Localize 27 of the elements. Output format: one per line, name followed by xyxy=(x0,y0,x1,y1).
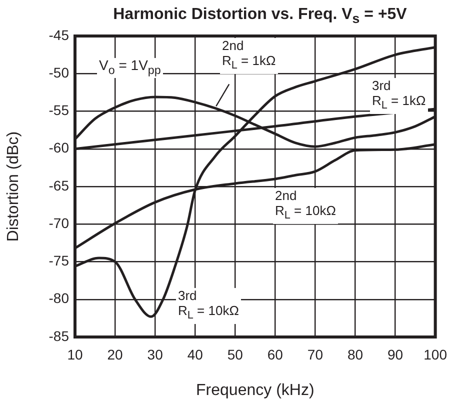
y-tick-label: -50 xyxy=(48,64,70,80)
y-tick-label: -60 xyxy=(48,140,70,156)
y-tick-label: -85 xyxy=(48,328,70,344)
x-tick-label: 50 xyxy=(227,346,244,362)
y-tick-label: -55 xyxy=(48,102,70,118)
x-tick-label: 100 xyxy=(424,346,448,362)
y-tick-label: -45 xyxy=(48,26,70,43)
series-label: 3rd R$_{L}$ = 10kΩ xyxy=(176,288,241,324)
series-label: 2nd R$_{L}$ = 10kΩ xyxy=(273,188,338,224)
annotation: V$_{o}$ = 1V$_{pp}$ xyxy=(97,57,163,78)
y-tick-label: -65 xyxy=(48,177,70,194)
x-tick-label: 60 xyxy=(267,346,284,362)
x-axis-title: Frequency (kHz) xyxy=(196,382,314,399)
x-tick-label: 80 xyxy=(347,346,364,362)
series-label: 3rd R$_{L}$ = 1kΩ xyxy=(370,78,428,114)
x-tick-label: 10 xyxy=(67,346,83,362)
x-tick-label: 70 xyxy=(307,346,324,362)
x-tick-label: 40 xyxy=(187,346,204,362)
x-tick-label: 20 xyxy=(107,346,124,362)
x-tick-label: 90 xyxy=(387,346,404,362)
y-tick-label: -80 xyxy=(48,290,70,306)
text: 2nd R$_{L}$ = 1kΩ xyxy=(220,38,278,74)
chart-title: Harmonic Distortion vs. Freq. V$_{s}$ = +5V xyxy=(112,6,408,26)
y-axis-title: Distortion (dBc) xyxy=(5,131,22,242)
y-tick-label: -70 xyxy=(48,214,70,231)
y-tick-label: -75 xyxy=(48,252,70,269)
x-tick-label: 30 xyxy=(147,346,164,362)
